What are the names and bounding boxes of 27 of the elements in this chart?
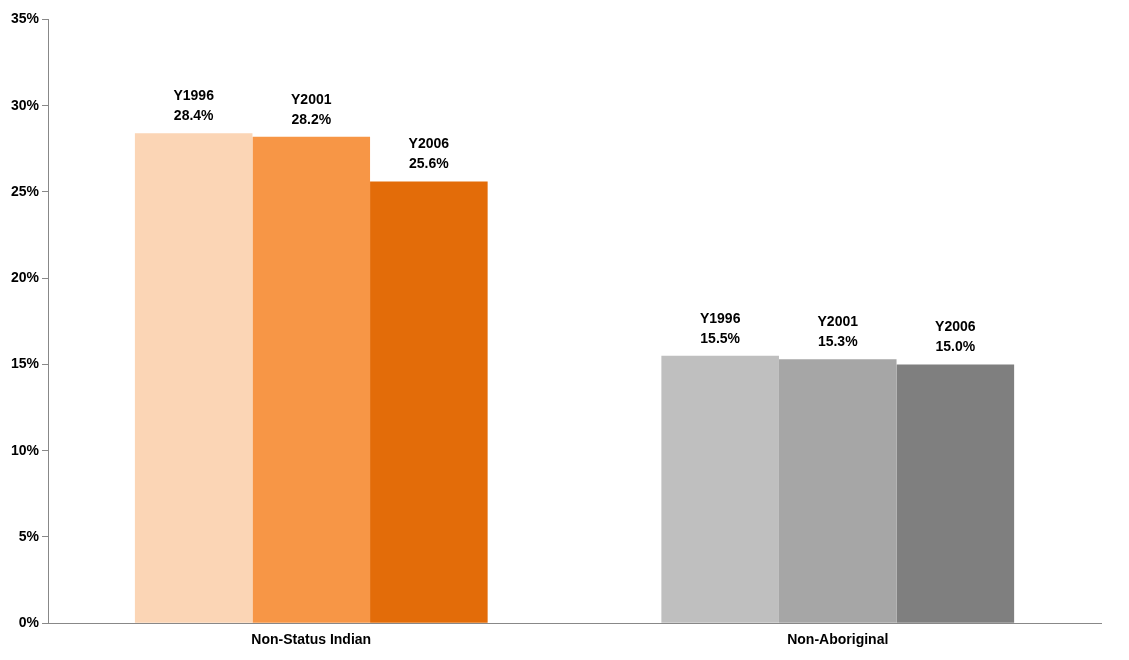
y-tick-label: 25%: [10, 182, 40, 199]
bar: [661, 355, 779, 623]
y-tick-label: 10%: [10, 441, 40, 458]
text: Y1996: [699, 309, 741, 326]
y-tick-label: 0%: [18, 614, 40, 631]
bar: [134, 133, 253, 623]
data-label: 15.5%: [700, 329, 741, 346]
y-tick-label: 5%: [18, 527, 40, 544]
text: Y2006: [935, 318, 976, 335]
text: Y2001: [291, 90, 332, 107]
data-label: 15.0%: [935, 338, 976, 355]
text: Y1996: [173, 87, 215, 104]
text: Y2001: [817, 313, 859, 330]
data-label: 28.4%: [173, 107, 215, 124]
data-label: 25.6%: [409, 155, 450, 172]
y-tick-label: 15%: [10, 355, 40, 372]
x-tick-label: Non-Aboriginal: [787, 631, 889, 648]
x-tick-label: Non-Status Indian: [251, 631, 372, 648]
bar: [252, 136, 371, 623]
text: Y2006: [408, 135, 450, 152]
data-label: 15.3%: [817, 333, 859, 350]
y-tick-label: 35%: [10, 10, 40, 27]
bar: [778, 359, 897, 623]
y-tick-label: 20%: [10, 269, 40, 286]
data-label: 28.2%: [291, 110, 332, 127]
bar: [370, 181, 488, 623]
y-tick-label: 30%: [10, 96, 40, 113]
